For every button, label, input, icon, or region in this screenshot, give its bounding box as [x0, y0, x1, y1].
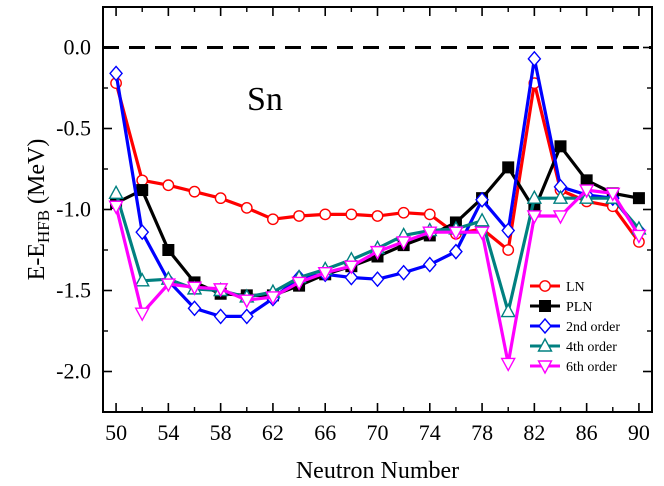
data-point-ln [267, 213, 279, 226]
data-point-6th-order [212, 283, 229, 298]
data-point-2nd-order [135, 224, 150, 241]
legend-label-pln: PLN [566, 300, 592, 315]
series-line-ln [114, 81, 641, 252]
data-point-2nd-order [501, 222, 516, 239]
data-point-2nd-order [422, 256, 437, 273]
x-tick-label: 50 [105, 420, 127, 445]
data-point-ln [345, 208, 358, 221]
series-layer [108, 50, 647, 372]
y-axis-title-main: E-E [24, 243, 50, 280]
x-tick-label: 62 [262, 420, 284, 445]
data-point-4th-order [526, 189, 543, 204]
x-tick-label: 58 [210, 420, 232, 445]
data-point-6th-order [108, 200, 124, 215]
legend-label-2nd-order: 2nd order [566, 320, 620, 335]
x-tick-label: 86 [576, 420, 598, 445]
data-point-2nd-order [239, 308, 254, 325]
data-point-2nd-order [344, 269, 359, 286]
data-point-ln [214, 192, 227, 205]
data-point-2nd-order [187, 300, 202, 317]
y-axis-title: E-EHFB (MeV) [24, 139, 53, 281]
ticks-layer: 50 54 58 62 66 70 74 78 82 86 90 0.0 -0.5 -1.0 -1.5 -2.… [56, 7, 652, 445]
data-point-6th-order [239, 294, 255, 309]
data-point-6th-order [526, 210, 543, 225]
y-tick-label: 0.0 [64, 35, 92, 60]
y-tick-label: -1.5 [56, 278, 91, 303]
data-point-6th-order [422, 226, 438, 241]
legend-label-6th-order: 6th order [566, 360, 617, 375]
x-tick-label: 66 [314, 420, 336, 445]
legend-label-4th-order: 4th order [566, 340, 617, 355]
data-point-6th-order [343, 260, 360, 275]
data-point-6th-order [395, 236, 412, 251]
data-point-pln [580, 174, 593, 187]
data-point-2nd-order [109, 65, 123, 82]
x-tick-label: 82 [523, 420, 545, 445]
data-point-6th-order [317, 266, 333, 282]
data-point-6th-order [605, 187, 621, 202]
y-tick-label: -1.0 [56, 197, 91, 222]
data-point-ln [502, 244, 515, 256]
legend-label-ln: LN [566, 280, 585, 295]
data-point-pln [162, 244, 175, 256]
data-point-ln [136, 174, 149, 187]
data-point-6th-order [500, 357, 516, 372]
data-point-6th-order [448, 226, 464, 241]
y-axis-title-subscript: HFB [34, 210, 53, 243]
x-tick-label: 78 [471, 420, 493, 445]
data-point-ln [397, 206, 410, 219]
series-2nd-order [109, 50, 646, 325]
series-ln [110, 77, 645, 256]
data-point-6th-order [134, 307, 150, 322]
data-point-ln [240, 201, 253, 214]
legend-marker-2nd-order [538, 317, 552, 335]
x-tick-label: 70 [367, 420, 389, 445]
data-point-ln [188, 185, 201, 198]
y-tick-label: -2.0 [56, 359, 91, 384]
data-point-pln [554, 140, 567, 153]
x-tick-label: 54 [157, 420, 179, 445]
data-point-6th-order [369, 245, 386, 261]
legend-marker-6th-order [537, 360, 553, 375]
data-point-6th-order [160, 278, 177, 293]
data-point-2nd-order [449, 243, 463, 260]
data-point-ln [423, 208, 436, 221]
legend-marker-ln [539, 280, 551, 292]
data-point-2nd-order [527, 50, 542, 67]
series-6th-order [108, 184, 647, 372]
data-point-ln [293, 210, 305, 222]
data-point-6th-order [474, 226, 490, 241]
data-point-2nd-order [396, 264, 411, 281]
data-point-2nd-order [475, 191, 489, 208]
data-point-pln [502, 161, 515, 174]
data-point-6th-order [552, 210, 569, 225]
legend-marker-pln [539, 300, 551, 312]
element-annotation: Sn [247, 81, 283, 118]
x-tick-label: 90 [628, 420, 650, 445]
data-point-6th-order [186, 281, 203, 296]
data-point-ln [162, 179, 175, 192]
data-point-6th-order [265, 291, 281, 306]
y-tick-label: -0.5 [56, 116, 91, 141]
data-point-6th-order [578, 184, 595, 199]
data-point-2nd-order [213, 308, 228, 325]
data-point-4th-order [552, 189, 569, 204]
data-point-4th-order [134, 272, 150, 287]
data-point-pln [136, 184, 149, 197]
data-point-pln [632, 192, 645, 205]
data-point-2nd-order [370, 271, 385, 288]
legend: LN PLN 2nd order 4th order 6th order [530, 280, 620, 375]
data-point-ln [371, 210, 384, 222]
data-point-4th-order [474, 212, 490, 227]
x-axis-title: Neutron Number [296, 458, 459, 484]
data-point-4th-order [108, 184, 124, 200]
y-axis-title-unit: (MeV) [24, 139, 50, 210]
data-point-ln [319, 208, 332, 221]
data-point-4th-order [500, 303, 516, 318]
data-point-6th-order [631, 229, 647, 244]
data-point-6th-order [291, 276, 307, 291]
legend-marker-4th-order [537, 337, 553, 352]
x-tick-label: 74 [419, 420, 441, 445]
